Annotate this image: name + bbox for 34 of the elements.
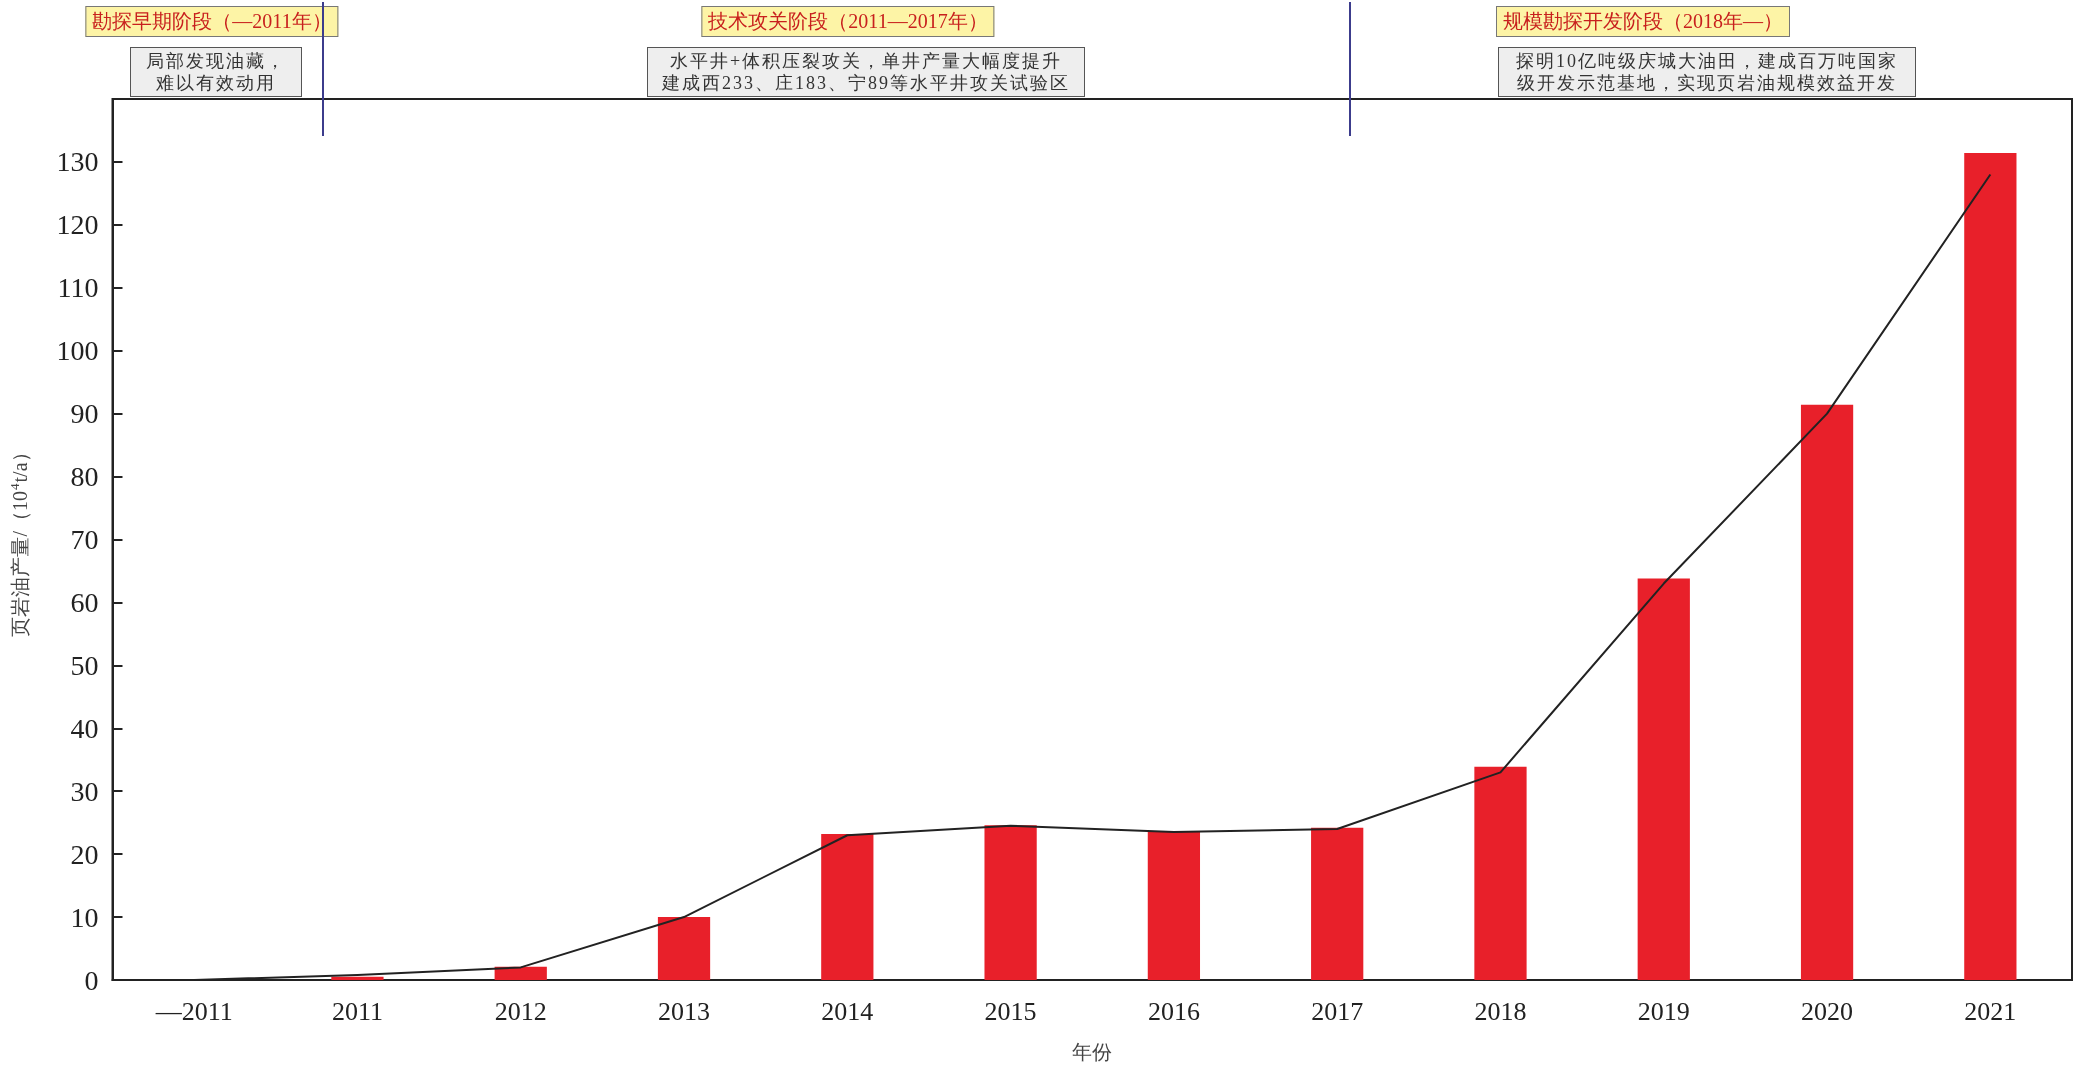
y-tick-label: 120 xyxy=(56,209,99,241)
y-tick-label: 80 xyxy=(70,461,99,493)
y-tick-label: 0 xyxy=(84,964,99,996)
text: 局部发现油藏，难以有效动用 xyxy=(130,47,302,97)
x-axis-title: 年份 xyxy=(1072,1041,1113,1063)
x-tick-label: 2020 xyxy=(1801,996,1854,1026)
x-tick-label: 2017 xyxy=(1311,996,1364,1026)
x-tick-label: 2015 xyxy=(984,996,1037,1026)
text: 探明10亿吨级庆城大油田，建成百万吨国家级开发示范基地，实现页岩油规模效益开发 xyxy=(1498,47,1916,97)
x-tick-label: 2011 xyxy=(331,996,383,1026)
y-tick-label: 30 xyxy=(70,775,99,807)
text: 技术攻关阶段（2011—2017年） xyxy=(701,6,995,37)
x-tick-label: 2018 xyxy=(1474,996,1527,1026)
y-tick-label: 40 xyxy=(70,712,99,744)
x-tick-label: 2014 xyxy=(821,996,874,1026)
x-tick-label: 2019 xyxy=(1637,996,1690,1026)
y-tick-label: 20 xyxy=(70,838,99,870)
y-tick-label: 10 xyxy=(70,901,99,933)
y-tick-label: 50 xyxy=(70,649,99,681)
y-tick-label: 90 xyxy=(70,398,99,430)
y-tick-label: 110 xyxy=(57,272,99,304)
y-tick-label: 100 xyxy=(56,335,99,367)
x-tick-label: 2021 xyxy=(1964,996,2017,1026)
y-tick-label: 130 xyxy=(56,146,99,178)
x-tick-label: 2013 xyxy=(658,996,711,1026)
x-tick-label: 2012 xyxy=(494,996,547,1026)
y-axis-title: 页岩油产量/（104t/a） xyxy=(7,442,31,637)
text: 规模勘探开发阶段（2018年—） xyxy=(1496,6,1790,37)
y-tick-label: 60 xyxy=(70,586,99,618)
text: 勘探早期阶段（—2011年） xyxy=(85,6,339,37)
y-tick-label: 70 xyxy=(70,524,99,555)
text: 水平井+体积压裂攻关，单井产量大幅度提升建成西233、庄183、宁89等水平井攻关试验区 xyxy=(647,47,1085,97)
x-tick-label: —2011 xyxy=(154,996,233,1026)
x-tick-label: 2016 xyxy=(1147,996,1200,1026)
